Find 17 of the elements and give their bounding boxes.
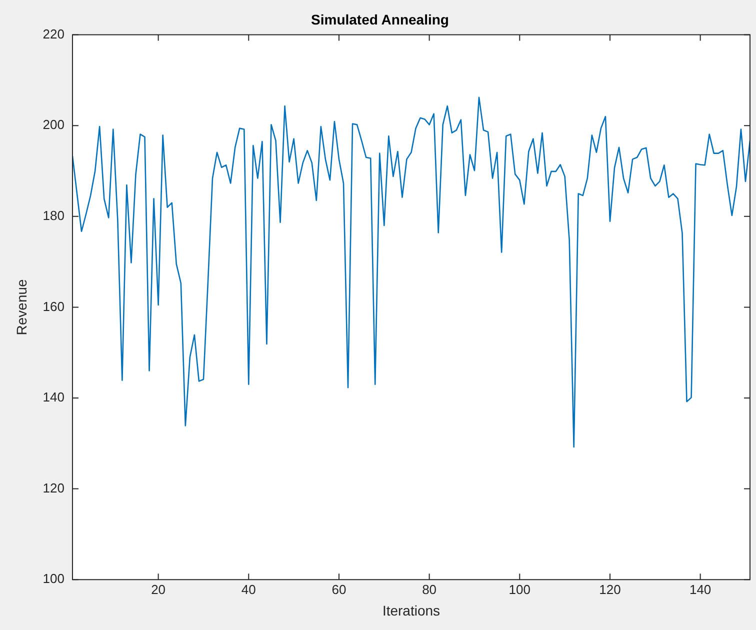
x-tick-label: 60 (332, 582, 346, 597)
y-tick-label: 200 (42, 117, 64, 132)
x-tick-label: 20 (151, 582, 166, 597)
y-axis-title: Revenue (13, 278, 30, 336)
y-tick-label: 140 (42, 390, 64, 405)
x-tick-label: 80 (422, 582, 437, 597)
y-tick-label: 160 (42, 298, 64, 314)
x-tick-label: 40 (241, 582, 256, 597)
chart-title: Simulated Annealing (311, 11, 449, 28)
x-tick-label: 120 (599, 582, 621, 597)
y-tick-label: 100 (42, 571, 64, 586)
y-tick-label: 180 (42, 208, 64, 223)
x-axis-title: Iterations (382, 602, 440, 618)
x-tick-label: 100 (508, 582, 530, 597)
y-tick-label: 220 (42, 26, 64, 42)
x-tick-label: 140 (689, 582, 712, 597)
y-tick-label: 120 (42, 480, 64, 496)
